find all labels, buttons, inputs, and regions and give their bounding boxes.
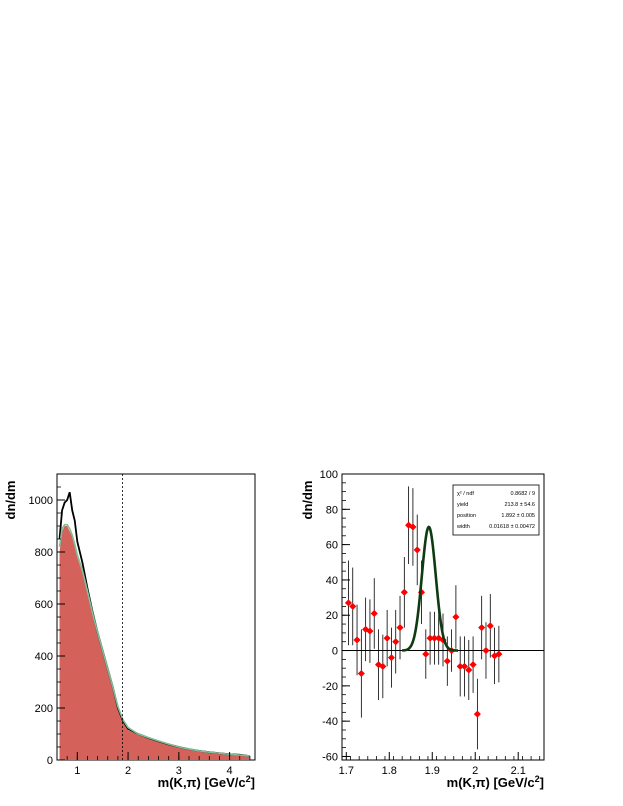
y-tick-label: 400 xyxy=(35,651,53,663)
left-histogram-marks xyxy=(58,474,251,760)
data-point xyxy=(460,662,469,670)
y-tick-label: 60 xyxy=(326,540,338,552)
data-point xyxy=(422,650,430,658)
right-fit-marks xyxy=(342,486,544,750)
right-axes: 1.7 1.8 1.9 2 2.1 -60 -40 -20 0 20 40 60 80 100 xyxy=(320,469,541,777)
y-tick-label: 20 xyxy=(326,610,338,622)
data-point xyxy=(482,647,490,655)
y-tick-label: -40 xyxy=(322,716,338,728)
right-x-axis-title: m(K,π) [GeV/c2] xyxy=(447,774,544,790)
x-tick-label: 1.8 xyxy=(382,765,397,777)
left-axes: 1 2 3 4 0 200 400 600 800 1000 xyxy=(29,473,251,777)
fit-stats-box: χ² / ndf 0.8682 / 9 yield 213.8 ± 54.6 p… xyxy=(452,484,540,536)
data-point xyxy=(426,634,434,642)
x-tick-label: 2.1 xyxy=(511,765,526,777)
data-point xyxy=(353,636,361,644)
data-point xyxy=(473,710,481,718)
stats-label-position: position xyxy=(457,513,476,519)
data-point xyxy=(495,650,503,658)
stats-value-position: 1.892 ± 0.005 xyxy=(501,513,535,519)
y-tick-label: 0 xyxy=(332,646,338,658)
stats-label-yield: yield xyxy=(457,502,468,508)
data-point xyxy=(400,588,408,596)
y-tick-label: 200 xyxy=(35,703,53,715)
x-tick-label: 2 xyxy=(125,765,131,777)
background-fill-area xyxy=(59,526,250,760)
data-point xyxy=(366,627,374,635)
data-point xyxy=(469,661,477,669)
right-plot-frame xyxy=(341,473,545,761)
right-fit-panel: 1.7 1.8 1.9 2 2.1 -60 -40 -20 0 20 40 60 80 100 dn/dm… xyxy=(300,469,545,790)
data-point xyxy=(357,669,365,678)
data-point xyxy=(379,662,387,670)
data-point xyxy=(392,638,400,646)
y-tick-label: 600 xyxy=(35,599,53,611)
y-tick-label: -60 xyxy=(322,751,338,763)
data-point xyxy=(387,654,395,662)
x-tick-label: 1 xyxy=(74,765,80,777)
x-tick-label: 4 xyxy=(227,765,233,777)
data-point xyxy=(413,546,421,554)
x-tick-label: 1.7 xyxy=(339,765,354,777)
left-x-axis-title: m(K,π) [GeV/c2] xyxy=(158,774,255,790)
data-point xyxy=(443,657,451,665)
data-point xyxy=(452,613,460,621)
y-tick-label: 40 xyxy=(326,575,338,587)
gaussian-fit-curve xyxy=(402,525,459,652)
data-point xyxy=(344,599,352,607)
y-tick-label: 800 xyxy=(35,547,53,559)
y-tick-label: 1000 xyxy=(29,495,53,507)
y-tick-label: -20 xyxy=(322,681,338,693)
stats-label-chi2: χ² / ndf xyxy=(457,491,474,497)
data-point xyxy=(370,609,378,618)
y-tick-label: 0 xyxy=(47,755,53,767)
data-point xyxy=(456,662,464,670)
data-point xyxy=(409,523,417,531)
right-y-axis-title: dn/dm xyxy=(300,481,315,520)
stats-value-yield: 213.8 ± 54.6 xyxy=(504,502,535,508)
stats-value-width: 0.01618 ± 0.00472 xyxy=(489,524,535,530)
left-histogram-panel: 1 2 3 4 0 200 400 600 800 1000 dn/dm m(K,π) [GeV/… xyxy=(3,473,256,790)
data-point xyxy=(349,602,357,610)
x-tick-label: 3 xyxy=(176,765,182,777)
data-point xyxy=(430,634,438,642)
data-point xyxy=(486,622,494,630)
data-point xyxy=(396,624,404,632)
x-tick-label: 2 xyxy=(472,765,478,777)
y-tick-label: 80 xyxy=(326,504,338,516)
fit-stats-box-frame xyxy=(452,484,540,536)
stats-value-chi2: 0.8682 / 9 xyxy=(511,491,535,497)
x-tick-label: 1.9 xyxy=(425,765,440,777)
data-point xyxy=(383,634,391,642)
y-tick-label: 100 xyxy=(320,469,338,481)
background-curve-line xyxy=(58,523,251,757)
data-point xyxy=(478,624,486,632)
data-point xyxy=(465,666,473,674)
stats-label-width: width xyxy=(456,524,470,530)
left-y-axis-title: dn/dm xyxy=(3,481,18,520)
